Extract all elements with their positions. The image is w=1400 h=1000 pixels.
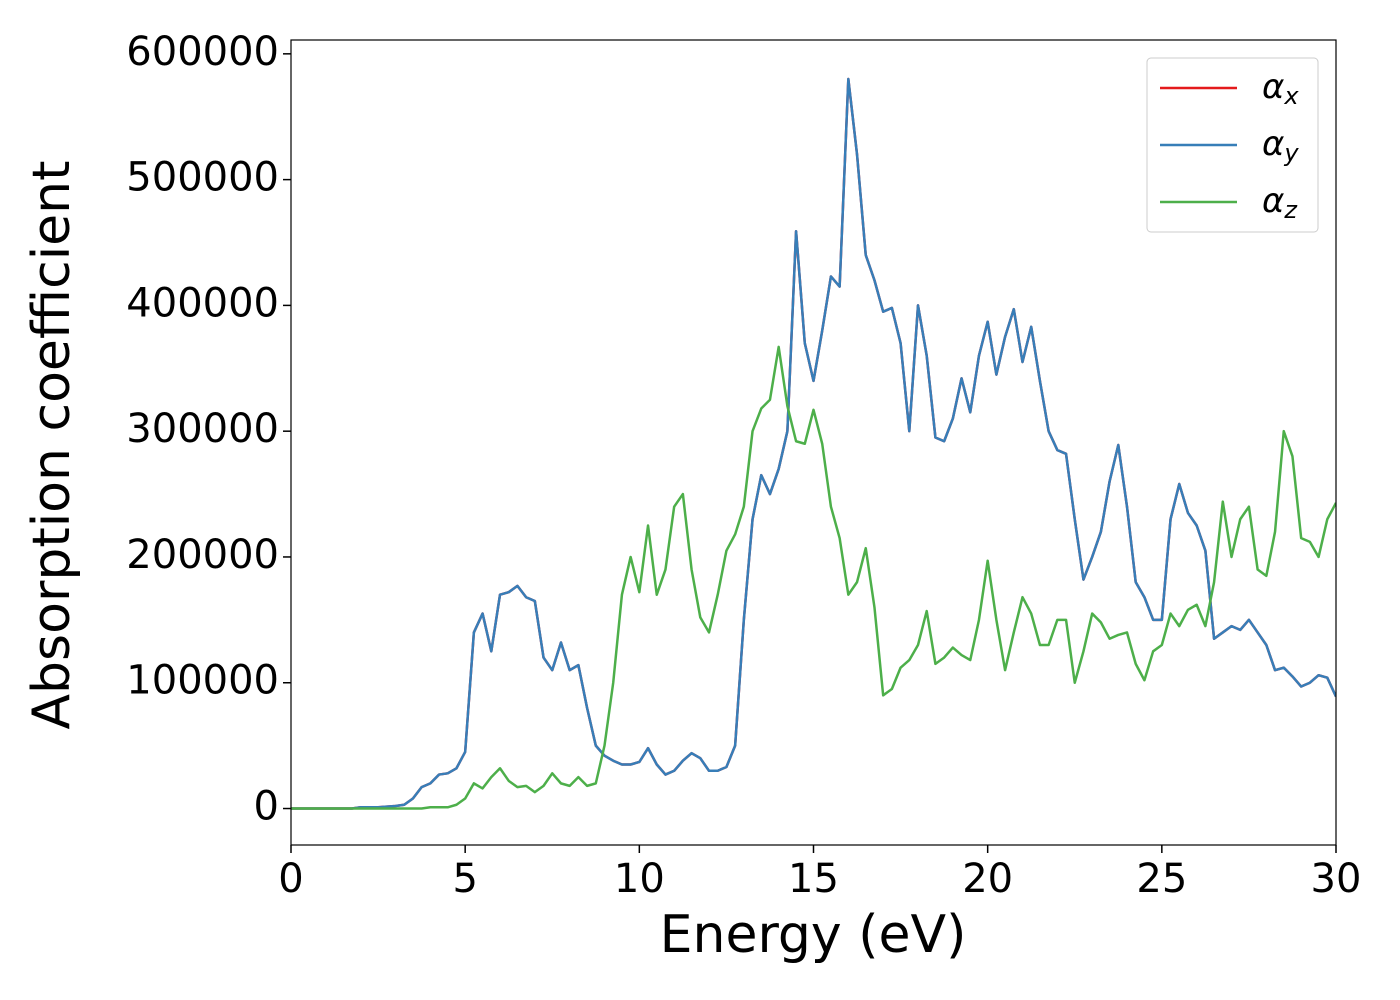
- y-tick-label: 100000: [126, 658, 279, 704]
- x-tick-label: 10: [614, 856, 665, 902]
- x-tick-label: 20: [962, 856, 1013, 902]
- x-tick-label: 5: [452, 856, 477, 902]
- plot-frame: [290, 39, 1337, 846]
- series-line: [291, 77, 1336, 810]
- x-axis-label: Energy (eV): [660, 905, 967, 965]
- legend-label: αx: [1262, 67, 1299, 111]
- y-tick-label: 400000: [126, 280, 279, 326]
- legend-label: αz: [1262, 181, 1298, 225]
- y-tick-label: 0: [254, 784, 279, 830]
- x-tick-label: 15: [788, 856, 839, 902]
- y-tick-label: 300000: [126, 406, 279, 452]
- x-tick-label: 30: [1311, 856, 1362, 902]
- y-tick-label: 600000: [126, 29, 279, 75]
- y-tick-label: 500000: [126, 155, 279, 201]
- y-axis-label: Absorption coefficient: [22, 160, 82, 729]
- legend-label: αy: [1262, 124, 1299, 168]
- y-tick-label: 200000: [126, 532, 279, 578]
- series-line: [291, 345, 1336, 810]
- x-tick-label: 0: [278, 856, 303, 902]
- x-tick-label: 25: [1136, 856, 1187, 902]
